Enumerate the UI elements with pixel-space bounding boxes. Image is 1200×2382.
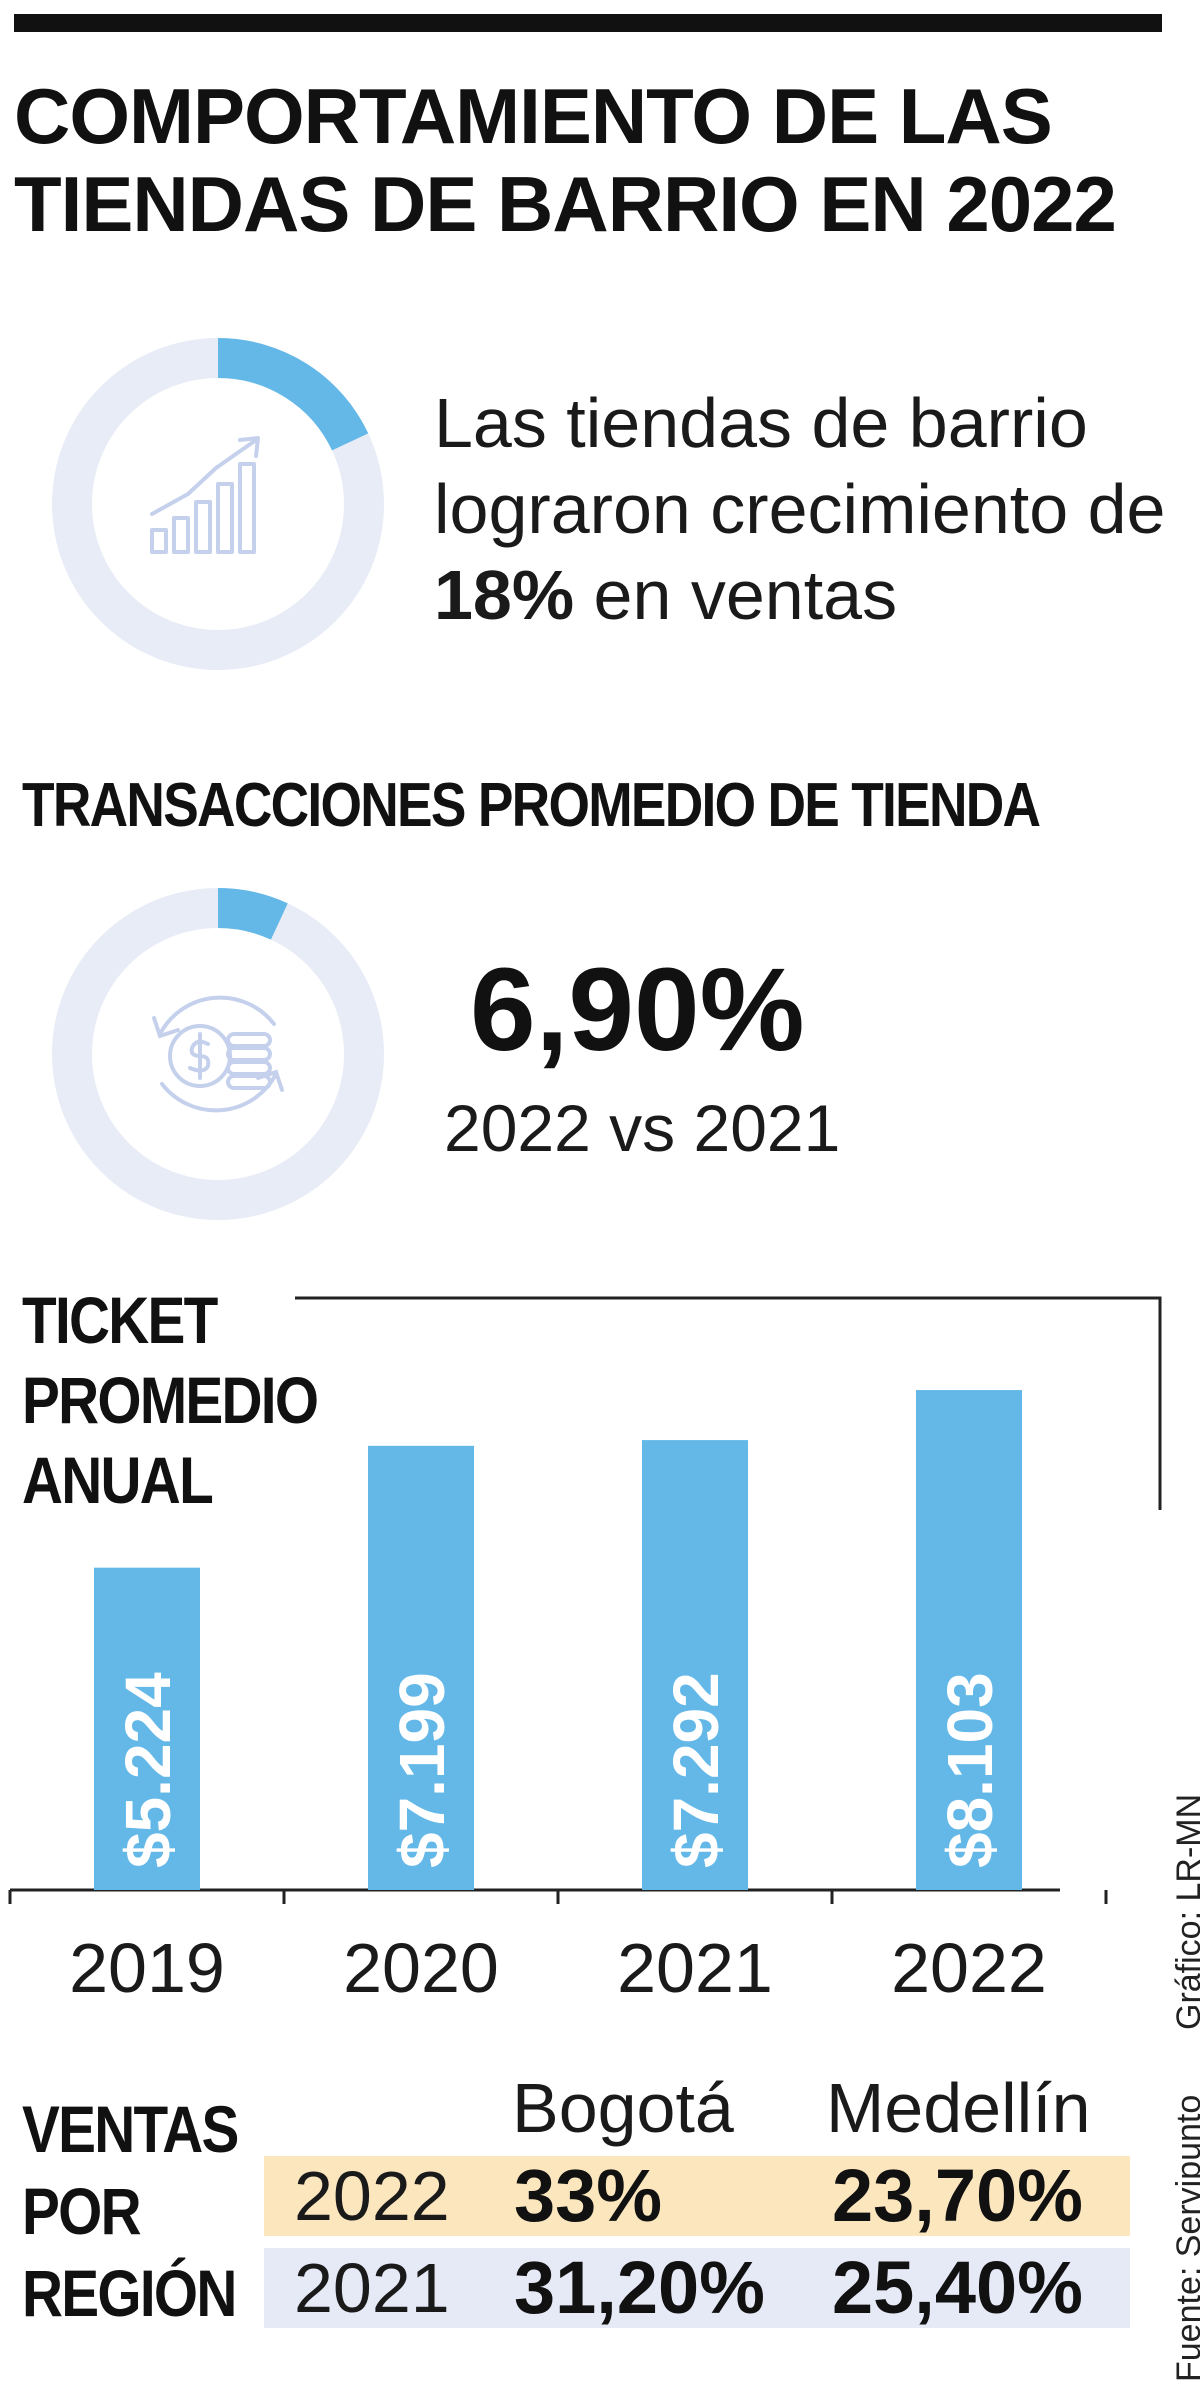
growth-text-after: en ventas [574,556,898,634]
graphic-credit: Gráfico: LR-MN [1170,1793,1200,2030]
bar-growth-icon [150,436,260,554]
category-label: 2020 [343,1929,499,2007]
ticket-title-line-2: PROMEDIO [22,1363,319,1437]
growth-statement: Las tiendas de barrio lograron crecimien… [434,380,1174,638]
transactions-value: 6,90% [470,944,805,1076]
cell-2022-medellin: 23,70% [832,2154,1083,2237]
bar-2019 [94,1567,200,1890]
category-label: 2019 [69,1929,225,2007]
bar-labels-group: $5.224 $7.199 $7.292 $8.103 [112,1672,1006,1868]
bar-value-label: $7.292 [660,1672,732,1868]
table-row-2021 [264,2248,1130,2328]
ticket-bar-chart: $5.224 $7.199 $7.292 $8.103 2019 2020 2021 202… [8,1296,1162,2007]
ticket-chart-title: TICKET PROMEDIO ANUAL [22,1280,319,1520]
top-rule [14,14,1162,32]
category-labels-group: 2019 2020 2021 2022 [69,1929,1047,2007]
region-title-line-1: VENTAS [22,2092,239,2166]
transactions-ring-track [52,888,384,1220]
column-header-bogota: Bogotá [512,2069,734,2147]
x-axis-ticks [8,1890,1108,1904]
category-label: 2021 [617,1929,773,2007]
ticket-title-line-3: ANUAL [22,1443,214,1517]
bar-2021 [642,1440,748,1890]
region-title-line-2: POR [22,2174,142,2248]
row-year-2021: 2021 [294,2249,450,2327]
column-header-medellin: Medellín [826,2069,1091,2147]
growth-ring-value-arc [52,338,384,670]
table-row-2022 [264,2156,1130,2236]
growth-ring-chart [52,338,384,670]
transactions-ring-value-arc [52,888,384,1220]
growth-text-before: Las tiendas de barrio lograron crecimien… [434,384,1166,548]
bar-2022 [916,1390,1022,1890]
region-title-line-3: REGIÓN [22,2256,237,2330]
bar-value-label: $5.224 [112,1672,184,1868]
category-label: 2022 [891,1929,1047,2007]
region-table-title: VENTAS POR REGIÓN [22,2088,239,2334]
row-year-2022: 2022 [294,2157,450,2235]
cell-2021-bogota: 31,20% [514,2246,765,2329]
transactions-ring-chart [52,888,384,1220]
title-line-1: COMPORTAMIENTO DE LAS [14,72,1053,160]
title-line-2: TIENDAS DE BARRIO EN 2022 [14,160,1117,248]
cell-2022-bogota: 33% [514,2154,663,2237]
chart-frame-line [295,1296,1162,1510]
bar-value-label: $8.103 [934,1672,1006,1868]
source-credit: Fuente: Servipunto [1170,2094,1200,2382]
cell-2021-medellin: 25,40% [832,2246,1083,2329]
transactions-comparison: 2022 vs 2021 [444,1091,841,1165]
bar-2020 [368,1445,474,1890]
bars-group [94,1390,1022,1890]
coin-exchange-icon [152,995,284,1113]
ticket-title-line-1: TICKET [22,1283,218,1357]
growth-value: 18% [434,556,575,634]
bar-value-label: $7.199 [386,1672,458,1868]
page-title: COMPORTAMIENTO DE LAS TIENDAS DE BARRIO … [14,72,1174,248]
transactions-heading: TRANSACCIONES PROMEDIO DE TIENDA [22,771,1041,840]
